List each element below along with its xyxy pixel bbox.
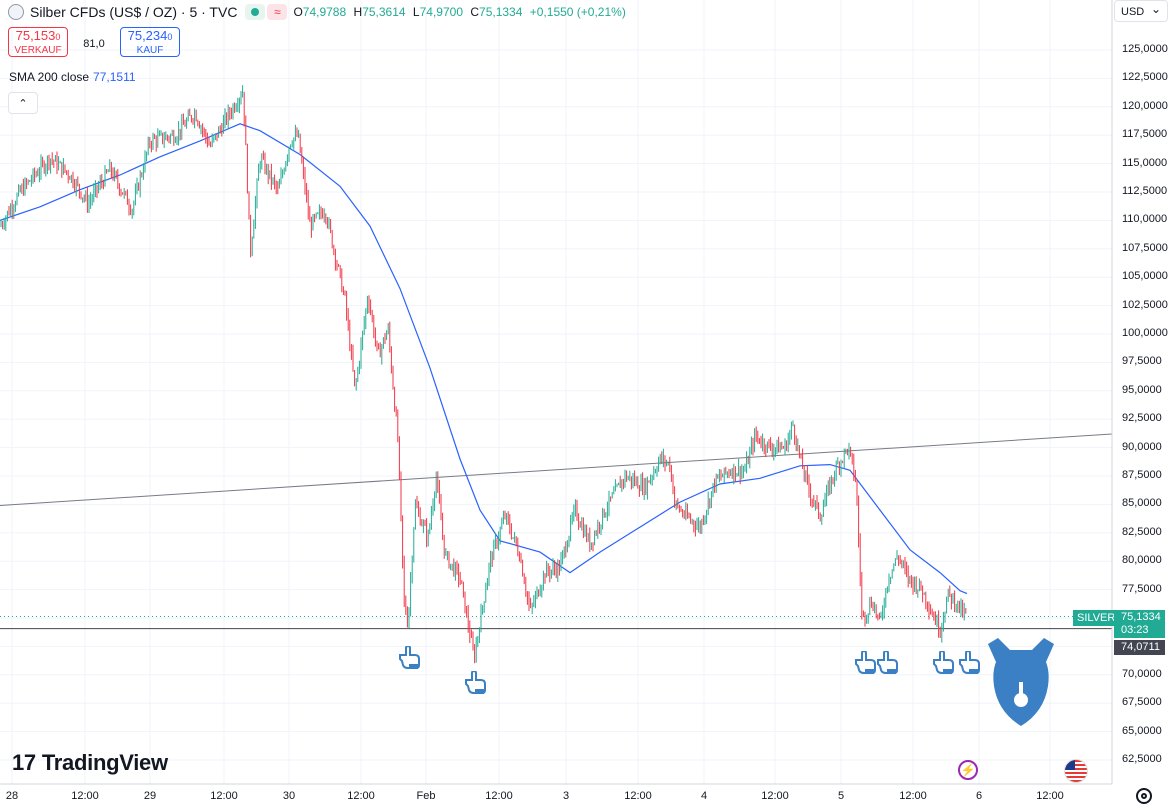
trendline — [0, 433, 1113, 506]
price-tick-label: 110,0000 — [1122, 213, 1168, 226]
symbol-price-tag: SILVER — [1073, 610, 1120, 626]
last-price-label: 75,1334 03:23 — [1114, 610, 1165, 638]
change-value: +0,1550 (+0,21%) — [529, 5, 626, 19]
time-tick-label: 12:00 — [1036, 790, 1064, 802]
settings-icon[interactable] — [1136, 788, 1152, 804]
pointing-hand-icon — [465, 671, 486, 694]
price-tick-label: 122,5000 — [1122, 71, 1168, 84]
time-tick-label: 5 — [837, 790, 845, 802]
pointing-hand-icon — [877, 651, 898, 674]
sma-label: SMA 200 close — [9, 70, 90, 84]
bar-countdown: 03:23 — [1121, 624, 1149, 636]
price-tick-label: 95,0000 — [1122, 383, 1162, 396]
price-tick-label: 70,0000 — [1122, 667, 1162, 680]
time-tick-label: 12:00 — [485, 790, 513, 802]
time-tick-label: Feb — [416, 790, 436, 802]
price-tick-label: 115,0000 — [1122, 156, 1168, 169]
pointing-hand-icon — [933, 651, 954, 674]
price-tick-label: 65,0000 — [1122, 724, 1162, 737]
low-value: 74,9700 — [419, 5, 463, 19]
grid — [0, 0, 1112, 784]
time-tick-label: 12:00 — [624, 790, 652, 802]
tradingview-logo: 17 TradingView — [12, 750, 168, 776]
chart-lines — [0, 123, 1113, 630]
price-tick-label: 62,5000 — [1122, 753, 1162, 765]
sma-legend[interactable]: SMA 200 close 77,1511 — [9, 70, 136, 84]
time-tick-label: 12:00 — [899, 790, 927, 802]
time-tick-label: 4 — [700, 790, 708, 802]
price-tick-label: 67,5000 — [1122, 696, 1162, 709]
logo-mark: 17 — [12, 750, 36, 775]
time-tick-label: 12:00 — [347, 790, 375, 802]
price-tick-label: 97,5000 — [1122, 355, 1162, 368]
currency-select[interactable]: USD — [1114, 0, 1168, 22]
time-tick-label: 12:00 — [210, 790, 238, 802]
price-tick-label: 82,5000 — [1122, 525, 1162, 538]
pointing-hand-icon — [855, 651, 876, 674]
price-tick-label: 77,5000 — [1122, 582, 1162, 595]
logo-text: TradingView — [41, 750, 168, 775]
trade-panel: 75,1530 VERKAUF 81,0 75,2340 KAUF — [8, 27, 180, 59]
time-tick-label: 3 — [562, 790, 570, 802]
time-tick-label: 30 — [282, 790, 296, 802]
time-tick-label: 6 — [975, 790, 983, 802]
horizontal-line-label: 74,0711 — [1114, 640, 1165, 655]
candles — [0, 85, 967, 664]
price-tick-label: 85,0000 — [1122, 497, 1162, 510]
spread-value: 81,0 — [83, 38, 105, 50]
time-tick-label: 12:00 — [71, 790, 99, 802]
sma-value: 77,1511 — [93, 70, 136, 84]
price-tick-label: 90,0000 — [1122, 440, 1162, 453]
high-value: 75,3614 — [362, 5, 406, 19]
price-tick-label: 102,5000 — [1122, 298, 1168, 311]
symbol-title[interactable]: Silber CFDs (US$ / OZ) · 5 · TVC — [30, 4, 238, 20]
price-tick-label: 105,0000 — [1122, 270, 1168, 283]
price-tick-label: 100,0000 — [1122, 327, 1168, 339]
time-tick-label: 28 — [5, 790, 19, 802]
market-open-icon[interactable] — [245, 4, 266, 20]
price-tick-label: 120,0000 — [1122, 99, 1168, 112]
flash-icon[interactable]: ⚡ — [958, 760, 978, 780]
ohlc-values: O74,9788 H75,3614 L74,9700 C75,1334 +0,1… — [293, 5, 626, 19]
symbol-logo-icon — [8, 4, 24, 20]
price-tick-label: 112,5000 — [1122, 185, 1168, 197]
price-tick-label: 80,0000 — [1122, 554, 1162, 567]
approx-data-icon[interactable]: ≈ — [267, 4, 288, 20]
price-tick-label: 107,5000 — [1122, 241, 1168, 254]
pointing-hand-icon — [399, 646, 420, 669]
pointing-hand-icon — [959, 651, 980, 674]
sell-button[interactable]: 75,1530 VERKAUF — [8, 27, 68, 57]
price-tick-label: 117,5000 — [1122, 128, 1168, 141]
collapse-legend-button[interactable]: ⌃ — [8, 92, 38, 114]
time-tick-label: 12:00 — [761, 790, 789, 802]
open-value: 74,9788 — [302, 5, 347, 19]
us-flag-icon[interactable] — [1064, 759, 1088, 783]
price-tick-label: 87,5000 — [1122, 469, 1162, 481]
price-tick-label: 92,5000 — [1122, 412, 1162, 425]
symbol-header[interactable]: Silber CFDs (US$ / OZ) · 5 · TVC ≈ O74,9… — [0, 0, 630, 24]
time-tick-label: 29 — [143, 790, 157, 802]
price-tick-label: 125,0000 — [1122, 43, 1168, 55]
close-value: 75,1334 — [479, 5, 523, 19]
buy-button[interactable]: 75,2340 KAUF — [120, 27, 180, 57]
bomb-icon — [988, 638, 1054, 726]
